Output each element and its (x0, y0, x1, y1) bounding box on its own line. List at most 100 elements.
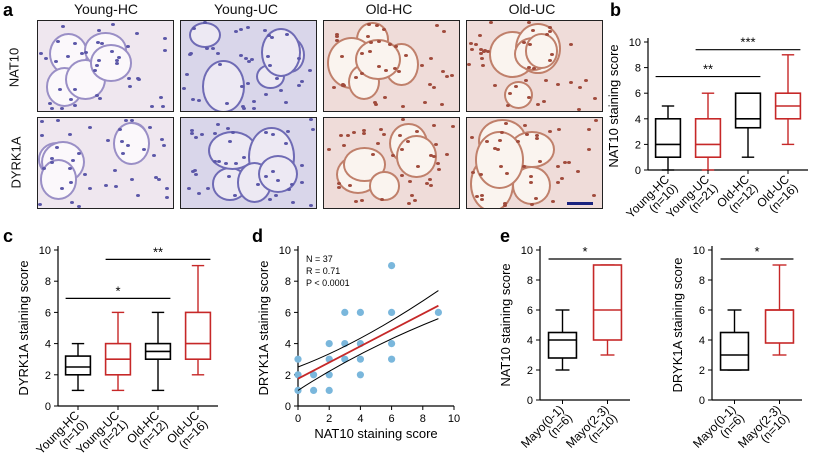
nucleus (327, 147, 332, 151)
y-tick-label: 8 (527, 275, 533, 287)
nucleus (548, 29, 553, 33)
nucleus (72, 104, 77, 108)
nucleus (478, 47, 483, 51)
nucleus (586, 128, 591, 132)
nucleus (354, 75, 359, 79)
nucleus (202, 21, 207, 25)
nucleus (109, 49, 114, 53)
nucleus (503, 122, 508, 126)
nucleus (366, 34, 371, 38)
box (592, 264, 623, 341)
nucleus (216, 52, 221, 56)
nucleus (340, 54, 345, 58)
nucleus (72, 41, 77, 45)
nucleus (478, 172, 483, 176)
nucleus (267, 197, 272, 201)
stats-annotation: N = 37 (306, 254, 333, 264)
nucleus (485, 140, 489, 144)
nucleus (527, 65, 532, 69)
nucleus (55, 40, 60, 44)
nucleus (274, 193, 279, 197)
box (64, 355, 92, 376)
nucleus (468, 42, 473, 46)
nucleus (523, 123, 528, 127)
nucleus (557, 128, 562, 132)
nucleus (225, 127, 230, 131)
panel-letter-a: a (3, 0, 14, 20)
nucleus (309, 118, 314, 122)
nucleus (99, 41, 104, 45)
nucleus (583, 79, 588, 83)
nucleus (243, 57, 248, 61)
nucleus (135, 32, 140, 36)
nucleus (135, 76, 140, 80)
nucleus (381, 28, 386, 32)
nucleus (556, 82, 561, 86)
nucleus (370, 153, 375, 157)
nucleus (474, 43, 479, 47)
nucleus (339, 133, 344, 137)
nucleus (480, 198, 485, 202)
x-tick-label: Mayo(0-1)(n=6) (690, 402, 747, 459)
nucleus (215, 123, 220, 127)
nucleus (593, 118, 598, 122)
nucleus (575, 170, 580, 174)
nucleus (97, 59, 102, 63)
nucleus (378, 128, 383, 131)
y-tick-label: 4 (635, 114, 641, 126)
nucleus (427, 82, 432, 86)
scatter-point (325, 386, 333, 394)
y-tick-label: 4 (285, 339, 291, 351)
nucleus (441, 70, 446, 74)
y-tick-label: 0 (285, 401, 291, 413)
nucleus (310, 127, 315, 131)
x-tick-label: Old-UC(n=16) (754, 172, 801, 219)
nucleus (445, 153, 450, 157)
x-tick-label: Young-UC(n=21) (73, 408, 130, 465)
nucleus (527, 96, 532, 100)
scatter-point (294, 355, 302, 363)
nucleus (499, 130, 504, 134)
nucleus (114, 185, 119, 189)
nucleus (555, 165, 560, 169)
nucleus (148, 126, 153, 130)
nucleus (256, 183, 261, 187)
nucleus (206, 186, 211, 190)
nucleus (425, 182, 430, 186)
micrograph-dyrk1a-young-hc (37, 117, 174, 209)
nucleus (434, 143, 438, 147)
nucleus (151, 154, 156, 158)
nucleus (422, 101, 427, 105)
nucleus (212, 132, 217, 136)
nucleus (498, 165, 503, 169)
nucleus (299, 79, 304, 83)
nucleus (225, 101, 230, 105)
nucleus (341, 82, 346, 86)
nucleus (432, 123, 437, 127)
box (734, 92, 762, 129)
nucleus (441, 30, 446, 34)
nucleus (398, 133, 403, 137)
nucleus (127, 85, 132, 89)
nucleus (547, 26, 552, 30)
y-tick-label: 6 (285, 307, 291, 319)
column-title-young-hc: Young-HC (73, 1, 139, 17)
x-tick-label: Mayo(2-3)(n=10) (563, 402, 620, 459)
significance-label: * (115, 283, 120, 298)
nucleus (233, 161, 238, 165)
nucleus (262, 28, 267, 32)
nucleus (156, 178, 161, 182)
nucleus (50, 161, 55, 165)
scatter-point (325, 371, 333, 379)
nucleus (382, 132, 387, 136)
nucleus (252, 107, 257, 111)
y-tick-label: 10 (693, 245, 705, 257)
nucleus (196, 191, 201, 195)
x-tick-label: 10 (448, 413, 460, 425)
nucleus (380, 198, 385, 202)
x-tick-label: Mayo(0-1)(n=6) (518, 402, 575, 459)
y-axis-label: DYRK1A staining score (16, 260, 31, 395)
panel-letter-c: c (3, 226, 14, 246)
stats-annotation: R = 0.71 (306, 266, 340, 276)
scatter-point (294, 371, 302, 379)
